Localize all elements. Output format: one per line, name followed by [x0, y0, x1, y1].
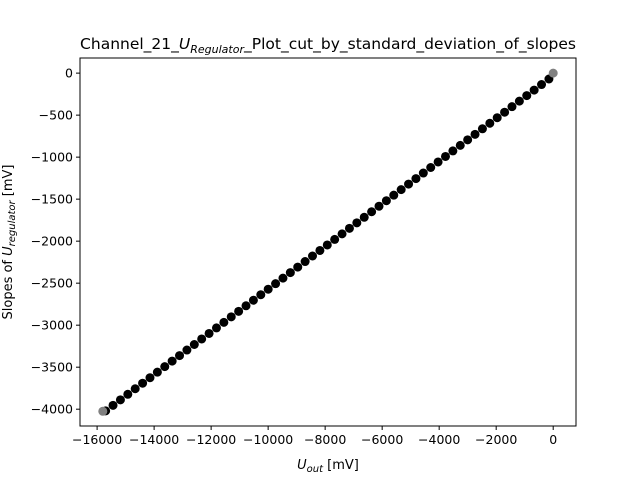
x-tick-label: −10000 — [243, 432, 293, 447]
plot-area — [98, 68, 558, 416]
data-point — [352, 218, 362, 228]
data-point — [123, 389, 133, 399]
data-point — [411, 174, 421, 184]
data-point — [448, 146, 458, 156]
data-point — [241, 301, 251, 311]
data-point — [330, 234, 340, 244]
data-point — [108, 400, 118, 410]
x-axis-label-unit: [mV] — [323, 458, 359, 473]
data-point — [404, 179, 414, 189]
y-tick-label: −2000 — [31, 234, 73, 249]
data-point — [529, 85, 539, 95]
y-axis-label: Slopes of Uregulator [mV] — [1, 164, 18, 319]
plot-frame — [79, 57, 577, 427]
y-tick-label: 0 — [65, 66, 73, 81]
data-point — [226, 312, 236, 322]
chart-title-suffix: _Plot_cut_by_standard_deviation_of_slope… — [243, 35, 576, 54]
data-point — [337, 229, 347, 239]
x-axis: −16000 −14000 −12000 −10000 −8000 −6000 −4000−… — [72, 426, 557, 447]
x-tick-label: −12000 — [186, 432, 236, 447]
x-tick-label: −16000 — [72, 432, 122, 447]
chart-title-subscript: Regulator — [190, 43, 245, 56]
data-point — [145, 373, 155, 383]
data-point — [485, 118, 495, 128]
y-tick-label: −1000 — [31, 150, 73, 165]
y-axis: 0 −500 −1000 −1500 −2000 −2500 −3000 −3500 −4000 — [31, 66, 80, 417]
data-point — [300, 257, 310, 267]
y-tick-label: −4000 — [31, 402, 73, 417]
x-tick-label: −8000 — [304, 432, 346, 447]
data-point — [263, 284, 273, 294]
x-tick-label: −6000 — [361, 432, 403, 447]
data-point — [514, 96, 524, 106]
data-point — [381, 196, 391, 206]
data-point — [293, 262, 303, 272]
data-point — [182, 345, 192, 355]
x-tick-label: −4000 — [418, 432, 460, 447]
data-point — [433, 157, 443, 167]
data-point — [204, 328, 214, 338]
x-tick-label: −2000 — [475, 432, 517, 447]
data-point — [522, 91, 532, 101]
data-point — [455, 140, 465, 150]
data-point — [344, 223, 354, 233]
data-point — [271, 279, 281, 289]
data-point — [418, 168, 428, 178]
data-point — [367, 207, 377, 217]
data-point — [152, 367, 162, 377]
y-tick-label: −3000 — [31, 318, 73, 333]
y-tick-label: −3500 — [31, 360, 73, 375]
y-axis-label-subscript: regulator — [7, 199, 18, 246]
data-point — [463, 135, 473, 145]
data-point — [322, 240, 332, 250]
data-point — [130, 384, 140, 394]
data-point — [500, 107, 510, 117]
y-axis-label-prefix: Slopes of — [1, 256, 16, 320]
data-point — [537, 80, 547, 90]
data-point — [374, 201, 384, 211]
data-point — [219, 317, 229, 327]
data-point — [548, 68, 558, 78]
x-axis-label-subscript: out — [307, 464, 324, 475]
data-point — [98, 406, 108, 416]
chart-title-symbol: U — [179, 35, 191, 53]
data-point — [138, 378, 148, 388]
data-point — [256, 290, 266, 300]
x-axis-label-symbol: U — [297, 458, 307, 473]
data-point — [160, 362, 170, 372]
y-axis-label-unit: [mV] — [1, 164, 16, 200]
data-point — [234, 306, 244, 316]
x-axis-label: Uout [mV] — [297, 458, 359, 475]
data-point — [440, 151, 450, 161]
data-point — [359, 212, 369, 222]
y-axis-label-symbol: U — [1, 246, 16, 256]
y-tick-label: −500 — [39, 108, 73, 123]
y-tick-label: −1500 — [31, 192, 73, 207]
data-point — [470, 129, 480, 139]
data-point — [396, 185, 406, 195]
x-tick-label: 0 — [549, 432, 557, 447]
data-point — [167, 356, 177, 366]
data-point — [115, 395, 125, 405]
data-point — [285, 268, 295, 278]
y-tick-label: −2500 — [31, 276, 73, 291]
data-point — [248, 295, 258, 305]
data-point — [189, 340, 199, 350]
data-point — [197, 334, 207, 344]
data-point — [175, 351, 185, 361]
data-point — [308, 251, 318, 261]
chart-title: Channel_21_URegulator_Plot_cut_by_standa… — [80, 35, 576, 56]
data-point — [211, 323, 221, 333]
x-tick-label: −14000 — [129, 432, 179, 447]
data-point — [315, 245, 325, 255]
data-point — [426, 163, 436, 173]
data-point — [507, 102, 517, 112]
chart-title-prefix: Channel_21_ — [80, 35, 179, 54]
data-point — [492, 113, 502, 123]
data-point — [278, 273, 288, 283]
data-point — [389, 190, 399, 200]
data-point — [477, 124, 487, 134]
